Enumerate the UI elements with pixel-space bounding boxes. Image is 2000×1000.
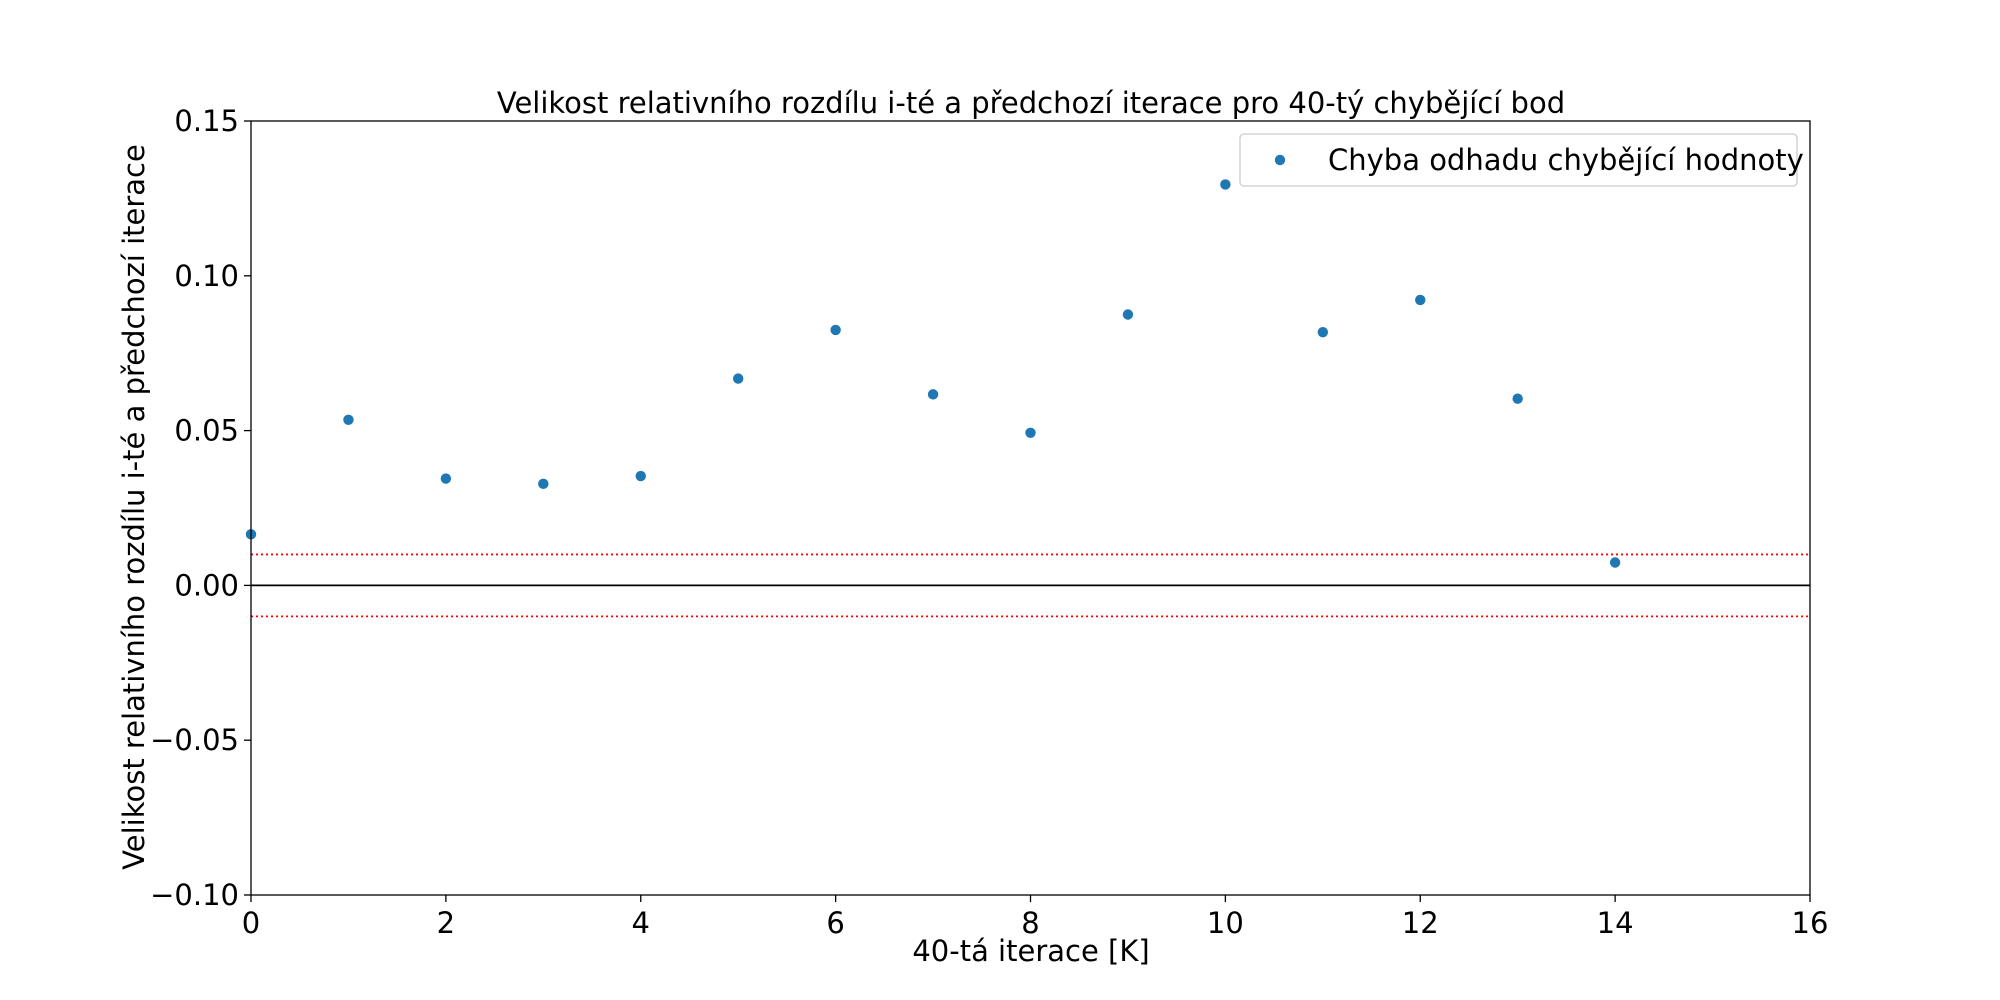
legend-marker (1274, 154, 1286, 166)
data-point-0-10 (1220, 179, 1231, 190)
data-point-0-4 (635, 470, 646, 482)
x-tick-label-6: 12 (1402, 906, 1439, 940)
x-axis-label: 40-tá iterace [K] (912, 934, 1149, 968)
data-point-0-7 (927, 389, 939, 400)
legend-label: Chyba odhadu chybějící hodnoty (1328, 143, 1804, 177)
data-point-0-12 (1415, 294, 1426, 306)
x-tick-label-0: 0 (242, 906, 260, 940)
data-points (245, 179, 1621, 568)
data-point-0-8 (1025, 427, 1036, 438)
y-tick-label-3: 0.05 (174, 414, 239, 448)
reference-lines (251, 553, 1810, 618)
x-tick-label-5: 10 (1207, 906, 1244, 940)
y-tick-label-1: −0.05 (150, 723, 239, 757)
y-axis-ticks: −0.10 −0.05 0.00 0.05 0.10 0.15 (150, 104, 251, 912)
legend-box (1239, 133, 1798, 187)
x-axis-ticks: 0 2 4 6 8 10 12 14 16 (242, 895, 1829, 940)
data-point-0-6 (830, 324, 841, 336)
data-point-0-11 (1317, 326, 1329, 338)
data-point-0-2 (440, 473, 452, 484)
x-tick-label-8: 16 (1792, 906, 1829, 940)
y-axis-label: Velikost relativního rozdílu i-té a před… (117, 144, 151, 870)
data-point-0-3 (538, 478, 549, 490)
data-point-0-13 (1512, 393, 1523, 404)
y-tick-label-4: 0.10 (174, 259, 239, 293)
legend: Chyba odhadu chybějící hodnoty (1239, 133, 1804, 187)
x-tick-label-1: 2 (437, 906, 455, 940)
x-tick-label-2: 4 (632, 906, 650, 940)
data-point-0-9 (1122, 309, 1134, 320)
y-tick-label-2: 0.00 (174, 568, 239, 602)
y-tick-label-0: −0.10 (150, 878, 239, 912)
x-tick-label-7: 14 (1597, 906, 1634, 940)
data-point-0-1 (343, 414, 354, 425)
data-point-0-5 (732, 373, 744, 384)
y-tick-label-5: 0.15 (174, 104, 239, 138)
x-tick-label-3: 6 (826, 906, 844, 940)
chart-title: Velikost relativního rozdílu i-té a před… (497, 86, 1565, 120)
x-tick-label-4: 8 (1021, 906, 1039, 940)
data-point-0-14 (1609, 557, 1621, 568)
